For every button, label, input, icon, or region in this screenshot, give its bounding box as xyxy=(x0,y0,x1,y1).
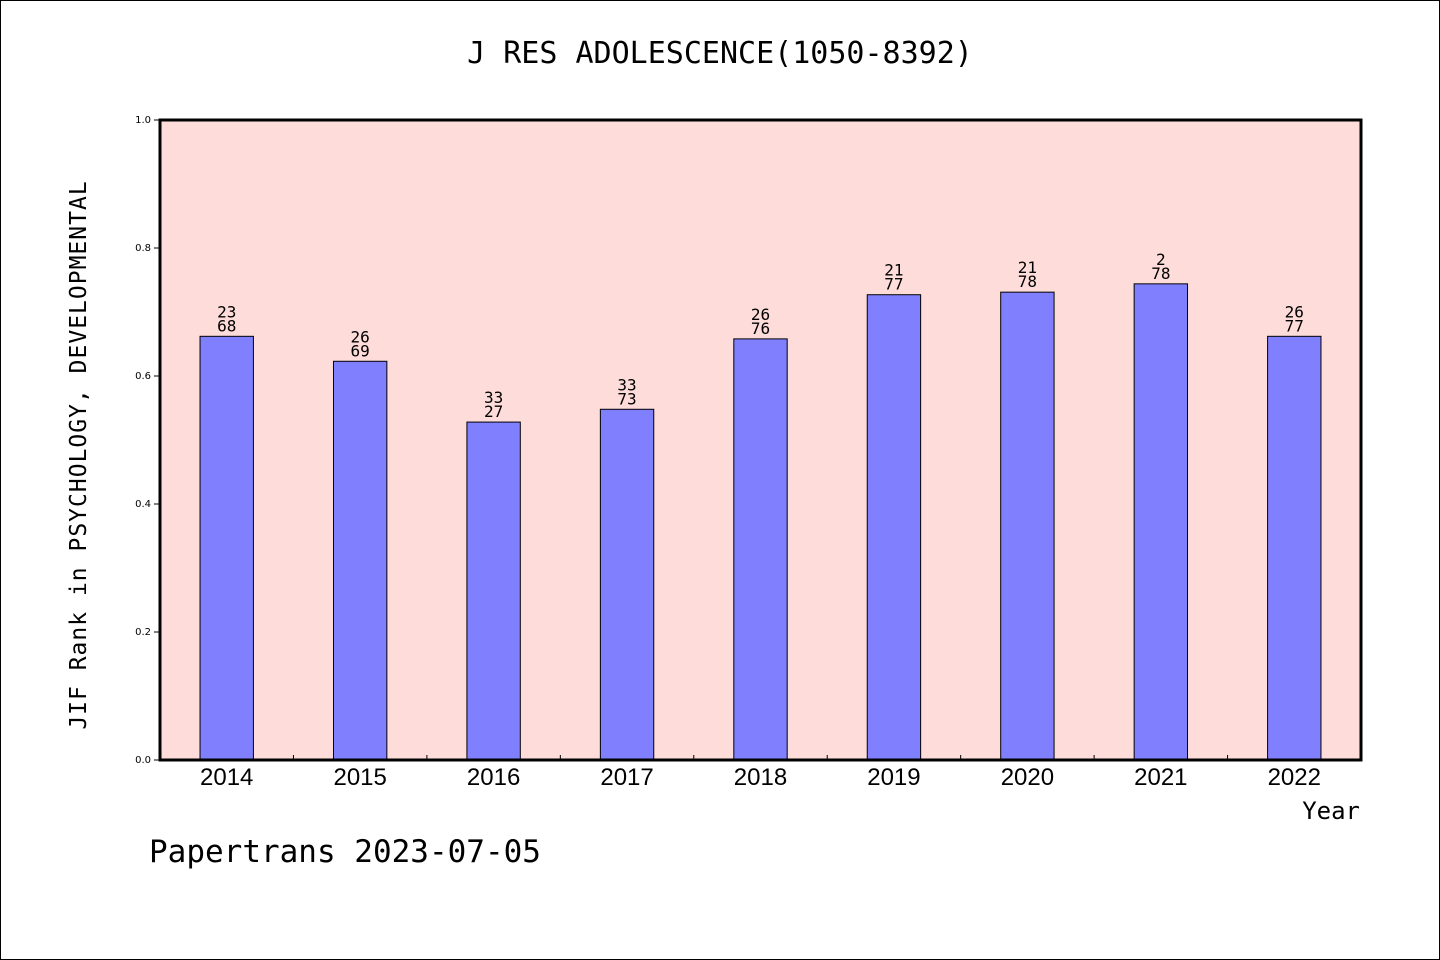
bar-label-rank: 2 xyxy=(1156,250,1166,269)
x-tick-label: 2018 xyxy=(734,764,787,791)
bar-2019 xyxy=(866,294,922,761)
bar-label-total: 77 xyxy=(1285,316,1304,335)
plot-border xyxy=(158,118,1363,762)
chart-title: J RES ADOLESCENCE(1050-8392) xyxy=(467,36,973,71)
bar-label-total: 78 xyxy=(1151,264,1170,283)
x-tick-label: 2021 xyxy=(1134,764,1187,791)
y-tick-label: 0.2 xyxy=(135,627,151,638)
bar-label-rank: 26 xyxy=(351,327,370,346)
bar-label-rank: 21 xyxy=(884,261,903,280)
bar-label-total: 73 xyxy=(617,389,636,408)
bar-label-rank: 21 xyxy=(1018,258,1037,277)
y-tick-label: 0.4 xyxy=(135,499,151,510)
bar-2022 xyxy=(1267,335,1322,761)
bar-label-total: 68 xyxy=(217,316,236,335)
bars-group xyxy=(199,283,1322,761)
x-tick-label: 2014 xyxy=(200,764,253,791)
y-tick-label: 0.6 xyxy=(135,371,151,382)
y-tick-label: 0.0 xyxy=(135,755,151,766)
bar-label-total: 69 xyxy=(351,341,370,360)
bar-label-total: 76 xyxy=(751,319,770,338)
bar-label-rank: 23 xyxy=(217,302,236,321)
x-tick-label: 2022 xyxy=(1268,764,1321,791)
bar-label-rank: 26 xyxy=(1285,302,1304,321)
x-tick-label: 2016 xyxy=(467,764,520,791)
y-axis: 0.0 0.2 0.4 0.6 0.8 1.0 xyxy=(135,115,160,766)
x-axis-label: Year xyxy=(1302,797,1360,825)
bar-2018 xyxy=(733,338,788,761)
bar-label-total: 27 xyxy=(484,402,503,421)
bar-2014 xyxy=(199,335,254,761)
y-tick-label: 0.8 xyxy=(135,243,151,254)
bar-label-total: 78 xyxy=(1018,272,1037,291)
bar-2016 xyxy=(466,421,521,761)
bar-label-rank: 26 xyxy=(751,305,770,324)
x-tick-label: 2020 xyxy=(1001,764,1054,791)
bar-label-rank: 33 xyxy=(617,375,636,394)
x-tick-label: 2015 xyxy=(333,764,386,791)
footer-note: Papertrans 2023-07-05 xyxy=(149,834,541,870)
bar-2017 xyxy=(599,408,655,761)
x-tick-label: 2019 xyxy=(867,764,920,791)
bar-label-total: 77 xyxy=(884,275,903,294)
x-tick-label: 2017 xyxy=(600,764,653,791)
y-axis-label: JIF Rank in PSYCHOLOGY, DEVELOPMENTAL xyxy=(66,180,92,730)
y-tick-label: 1.0 xyxy=(135,115,151,126)
bar-2020 xyxy=(1000,291,1055,761)
x-axis: 2014 2015 2016 2017 2018 2019 2020 2021 2022 xyxy=(200,755,1321,791)
bar-label-rank: 33 xyxy=(484,388,503,407)
bar-2021 xyxy=(1133,283,1189,761)
bar-2015 xyxy=(332,360,388,761)
